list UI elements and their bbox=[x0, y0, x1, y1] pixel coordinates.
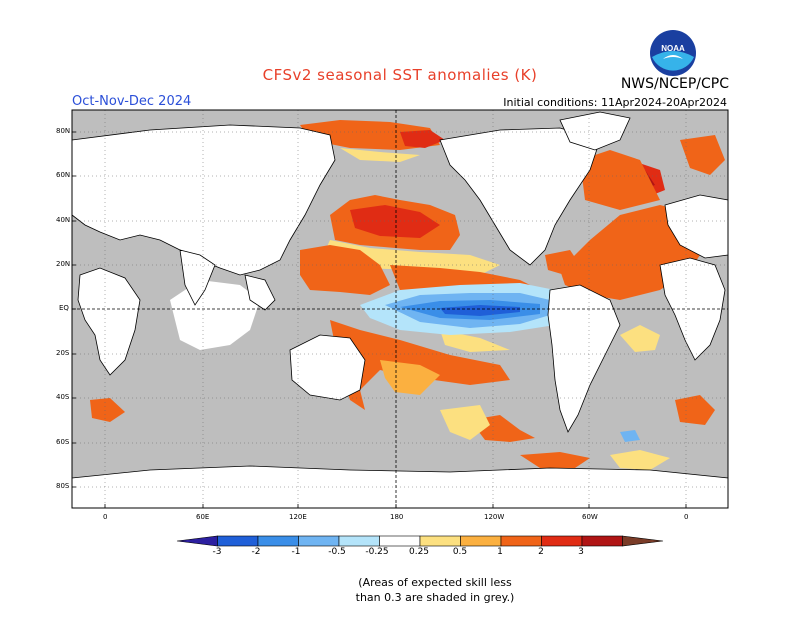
lon-label: 0 bbox=[103, 513, 108, 521]
reference-lines bbox=[72, 110, 728, 508]
southern-ocean-weak-2 bbox=[520, 452, 590, 468]
map-grid bbox=[72, 110, 728, 508]
legend-color-swatch bbox=[419, 535, 461, 547]
legend-tick-label: -0.5 bbox=[328, 547, 346, 557]
legend-tick-label: 0.5 bbox=[452, 547, 468, 557]
skill-note-line-2: than 0.3 are shaded in grey.) bbox=[355, 591, 515, 604]
legend-tick-label: 3 bbox=[578, 547, 584, 557]
bering-strong-warm bbox=[400, 130, 445, 148]
legend-tick-label: -3 bbox=[212, 547, 222, 557]
west-pacific-warm-anomaly bbox=[300, 245, 390, 295]
north-pacific-moderate-warm bbox=[350, 205, 440, 238]
legend-tick-label: 1 bbox=[497, 547, 503, 557]
europe-right bbox=[664, 194, 729, 259]
sw-pacific-weak-warm bbox=[380, 360, 440, 395]
caribbean-warm bbox=[545, 250, 580, 275]
india bbox=[179, 249, 216, 306]
lon-label: 180 bbox=[390, 513, 404, 521]
southern-ocean-weak-3 bbox=[610, 450, 670, 470]
africa-left bbox=[77, 267, 141, 376]
north-atlantic-warm-north bbox=[580, 150, 660, 210]
season-label: Oct-Nov-Dec 2024 bbox=[72, 94, 192, 109]
legend-tick-label: -2 bbox=[251, 547, 261, 557]
equatorial-cold-core bbox=[440, 305, 520, 316]
bering-weak-warm bbox=[340, 148, 420, 162]
lon-label: 60E bbox=[196, 513, 210, 521]
lon-label: 120E bbox=[289, 513, 307, 521]
skill-note: (Areas of expected skill less than 0.3 a… bbox=[0, 575, 800, 605]
legend-color-swatch bbox=[541, 535, 583, 547]
south-atlantic-warm bbox=[675, 395, 715, 425]
australia bbox=[289, 334, 366, 401]
lat-label: 20S bbox=[56, 349, 70, 357]
lat-label: 80N bbox=[56, 127, 71, 135]
lon-label: 120W bbox=[484, 513, 505, 521]
noaa-logo-icon: NOAA bbox=[650, 30, 696, 76]
legend-color-swatch bbox=[338, 535, 380, 547]
skill-note-line-1: (Areas of expected skill less bbox=[358, 576, 512, 589]
legend-color-swatch bbox=[217, 535, 259, 547]
southern-ocean-cold-patch bbox=[620, 430, 640, 442]
lat-label: 80S bbox=[56, 482, 70, 490]
eurasia bbox=[71, 124, 336, 276]
legend-color-swatch bbox=[176, 535, 218, 547]
lat-label: 40S bbox=[56, 393, 70, 401]
legend-tick-label: 2 bbox=[538, 547, 544, 557]
legend-color-swatch bbox=[257, 535, 299, 547]
legend-color-swatch bbox=[298, 535, 340, 547]
southern-ocean-weak-1 bbox=[440, 405, 490, 440]
lat-label: EQ bbox=[59, 304, 69, 312]
legend-tick-label: -1 bbox=[291, 547, 301, 557]
legend-color-swatch bbox=[622, 535, 664, 547]
chart-title: CFSv2 seasonal SST anomalies (K) bbox=[262, 66, 538, 84]
south-indian-warm bbox=[90, 398, 125, 422]
legend-tick-label: -0.25 bbox=[365, 547, 389, 557]
arctic-east-warm bbox=[680, 135, 725, 175]
legend-color-swatch bbox=[500, 535, 542, 547]
legend-color-swatch bbox=[379, 535, 421, 547]
lon-label: 0 bbox=[684, 513, 689, 521]
southeast-asia bbox=[244, 274, 276, 311]
logo-text: NOAA bbox=[661, 44, 685, 53]
south-pacific-weak-warm bbox=[440, 330, 510, 352]
legend-color-swatch bbox=[460, 535, 502, 547]
south-atlantic-weak bbox=[620, 325, 660, 352]
lat-label: 40N bbox=[56, 216, 71, 224]
legend-tick-label: 0.25 bbox=[408, 547, 430, 557]
lat-label: 60S bbox=[56, 438, 70, 446]
lat-label: 60N bbox=[56, 171, 71, 179]
lon-label: 60W bbox=[582, 513, 598, 521]
lat-label: 20N bbox=[56, 260, 71, 268]
south-america bbox=[547, 284, 621, 433]
initial-conditions-label: Initial conditions: 11Apr2024-20Apr2024 bbox=[503, 96, 727, 109]
greenland bbox=[559, 111, 631, 151]
legend-color-swatch bbox=[581, 535, 623, 547]
agency-label: NWS/NCEP/CPC bbox=[620, 76, 729, 92]
